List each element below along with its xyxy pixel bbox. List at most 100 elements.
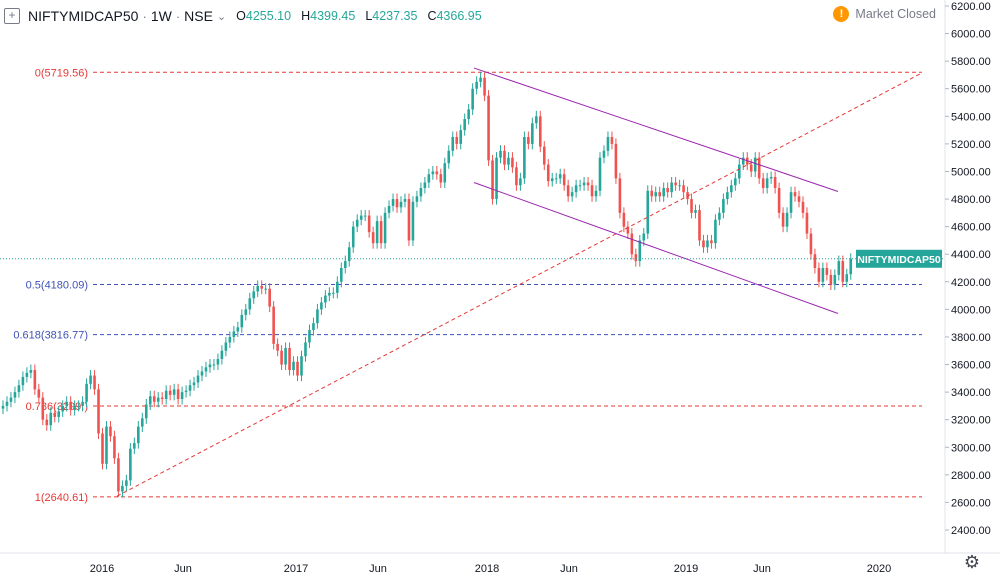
candle <box>706 234 709 253</box>
candle-body <box>455 137 459 144</box>
candle <box>730 179 733 198</box>
candle <box>467 103 470 125</box>
candle <box>148 390 152 411</box>
time-tick-label: 2020 <box>867 563 891 575</box>
price-tick-label: 4400.00 <box>951 249 991 261</box>
candle <box>105 421 108 470</box>
candle <box>714 214 717 249</box>
candle-body <box>347 247 351 262</box>
candle-body <box>443 163 447 183</box>
candle-body <box>682 185 685 193</box>
candle-body <box>387 205 391 213</box>
candle <box>503 145 506 171</box>
candle-body <box>5 401 9 406</box>
candle <box>690 193 693 219</box>
candle <box>837 255 841 281</box>
chevron-down-icon[interactable]: ⌄ <box>216 10 227 23</box>
symbol-name[interactable]: NIFTYMIDCAP50 <box>28 8 139 24</box>
exchange-label: NSE <box>184 8 213 24</box>
candle-body <box>741 157 745 165</box>
fib-level-label: 0.5(4180.09) <box>26 280 88 292</box>
candle-body <box>340 268 343 282</box>
candle-body <box>312 323 315 331</box>
candle <box>13 386 17 404</box>
candle <box>176 383 180 405</box>
candle-body <box>773 176 777 189</box>
candle-body <box>554 178 558 180</box>
candle <box>499 145 502 164</box>
candle <box>805 207 809 240</box>
candle-body <box>89 375 92 384</box>
candle <box>296 356 299 382</box>
candle-body <box>785 212 789 227</box>
candle-body <box>208 364 212 368</box>
candle <box>682 179 685 198</box>
symbol-price-tag-label: NIFTYMIDCAP50 <box>857 254 941 266</box>
candle <box>622 207 626 233</box>
candle-body <box>363 215 367 217</box>
candle <box>220 345 224 365</box>
candle-body <box>204 367 208 372</box>
candle <box>81 396 84 412</box>
candle <box>45 414 49 431</box>
candle <box>156 392 160 408</box>
candle-body <box>499 150 502 158</box>
candle <box>133 437 136 455</box>
candle <box>117 452 120 497</box>
fib-level-label: 0(5719.56) <box>35 67 88 79</box>
candle-body <box>634 254 638 262</box>
candle <box>427 168 431 189</box>
expand-icon[interactable]: + <box>4 8 20 24</box>
candle-body <box>351 226 355 248</box>
candle <box>475 76 478 95</box>
candle <box>252 285 256 304</box>
candle <box>618 172 622 219</box>
candle-body <box>200 371 204 376</box>
candle-body <box>849 258 853 275</box>
candle <box>379 215 383 249</box>
candle <box>37 383 41 404</box>
candle-body <box>316 309 319 324</box>
ohlc-high: H4399.45 <box>301 9 356 23</box>
candle-body <box>164 390 168 399</box>
candle-body <box>582 182 586 186</box>
candle <box>813 248 817 274</box>
candle <box>777 182 781 219</box>
candle <box>288 342 291 376</box>
candle-body <box>399 201 403 208</box>
candle <box>61 400 64 417</box>
candle <box>73 400 76 416</box>
market-status[interactable]: ! Market Closed <box>833 6 936 22</box>
symbol-header: + NIFTYMIDCAP50 · 1W · NSE ⌄ O4255.10 H4… <box>4 4 492 28</box>
interval-label[interactable]: 1W <box>150 8 172 24</box>
candle <box>160 392 164 405</box>
candle-body <box>734 178 737 186</box>
candle <box>423 176 427 194</box>
candle <box>507 152 510 171</box>
candle-body <box>570 192 574 197</box>
candle <box>738 159 741 184</box>
candle <box>710 234 713 249</box>
candle <box>511 152 514 173</box>
candle <box>316 303 319 329</box>
gear-icon[interactable]: ⚙ <box>963 552 980 572</box>
candle-body <box>630 233 634 255</box>
candle-body <box>248 298 252 310</box>
candle-body <box>280 350 283 365</box>
candle-body <box>73 405 76 411</box>
candle-body <box>411 201 415 241</box>
candle <box>109 421 112 442</box>
candle <box>435 165 439 180</box>
separator: · <box>142 8 147 24</box>
candle-body <box>666 188 669 193</box>
candle <box>65 396 68 412</box>
candle <box>662 182 665 202</box>
candle-body <box>427 174 431 183</box>
candle-body <box>590 185 594 197</box>
candle <box>29 364 33 379</box>
candle <box>387 200 391 219</box>
candle <box>495 152 498 205</box>
